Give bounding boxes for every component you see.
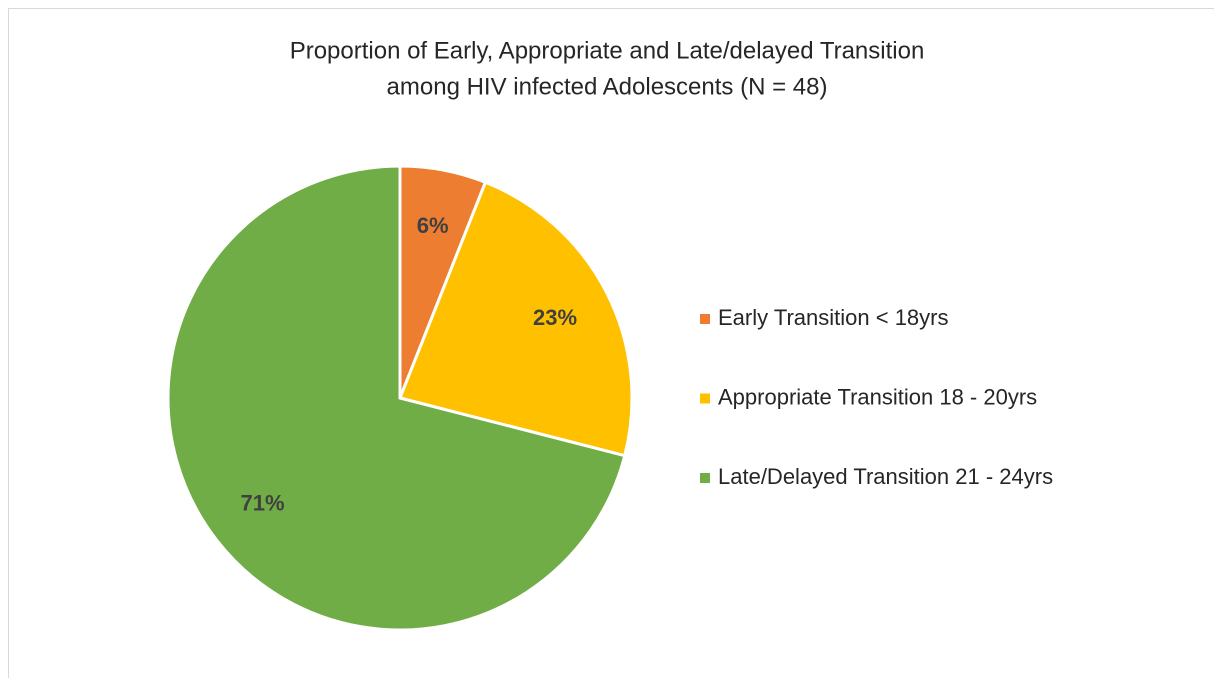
legend-label: Appropriate Transition 18 - 20yrs — [718, 384, 1037, 409]
legend-label: Early Transition < 18yrs — [718, 305, 948, 330]
pie-slice — [166, 164, 627, 632]
data-label: 71% — [240, 490, 284, 515]
legend-label: Late/Delayed Transition 21 - 24yrs — [718, 464, 1053, 489]
chart-title: Proportion of Early, Appropriate and Lat… — [290, 37, 925, 64]
data-label: 6% — [417, 213, 449, 238]
legend-swatch — [700, 393, 710, 404]
data-label: 23% — [533, 305, 577, 330]
chart-title: among HIV infected Adolescents (N = 48) — [387, 73, 828, 100]
pie-slice — [397, 180, 634, 458]
legend-swatch — [700, 473, 710, 483]
legend-swatch — [700, 314, 710, 324]
